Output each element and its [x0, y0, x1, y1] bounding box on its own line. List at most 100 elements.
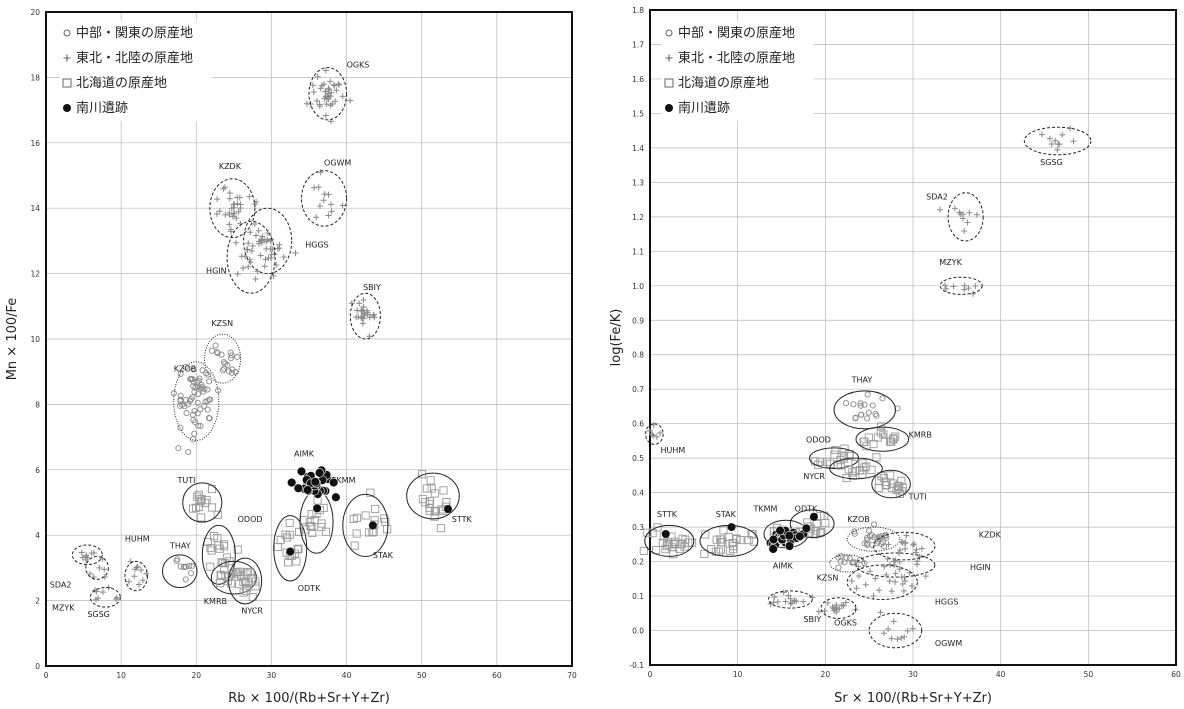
group-kzob: KZOB: [846, 515, 901, 552]
point-ogwm: [328, 201, 335, 208]
ellipse-sbiy: [349, 292, 381, 340]
point-sbiy: [774, 598, 781, 605]
point-hggs: [256, 240, 263, 247]
point-ogwm: [315, 184, 322, 191]
point-minamikawa: [444, 505, 453, 514]
point-ogks: [347, 97, 354, 104]
y-tick-label: 20: [30, 8, 40, 17]
x-tick-label: 60: [1171, 670, 1181, 679]
point-hggs: [908, 582, 915, 589]
point-mzyk: [96, 564, 103, 571]
legend-label: 東北・北陸の原産地: [76, 50, 193, 66]
y-tick-label: 1.0: [632, 282, 644, 291]
point-kzob: [194, 399, 201, 406]
point-hggs: [276, 241, 283, 248]
group-label-ogks: OGKS: [347, 61, 370, 70]
point-kzsn: [227, 349, 234, 356]
point-kzob: [206, 415, 213, 422]
point-hgin: [248, 248, 255, 255]
point-hgin: [238, 253, 245, 260]
ellipse-odtk: [273, 515, 308, 582]
ellipse-sbiy: [767, 590, 813, 609]
point-thay: [864, 391, 871, 398]
group-label-odtk: ODTK: [795, 505, 818, 514]
x-tick-label: 30: [267, 671, 277, 680]
point-nycr: [237, 572, 246, 581]
y-axis-label: Mn × 100/Fe: [5, 298, 20, 381]
group-label-huhm: HUHM: [125, 535, 150, 544]
point-sbiy: [361, 310, 368, 317]
point-nycr: [856, 466, 865, 475]
point-sbiy: [809, 594, 816, 601]
point-odtk: [281, 530, 290, 539]
point-stak: [744, 536, 753, 545]
point-hggs: [280, 253, 287, 260]
point-tuti: [874, 484, 883, 493]
point-odtk: [812, 526, 821, 535]
point-hgin: [252, 232, 259, 239]
point-sbiy: [780, 589, 787, 596]
point-thay: [857, 400, 864, 407]
group-ogwm: OGWM: [868, 609, 962, 649]
group-label-kzdk: KZDK: [979, 530, 1002, 539]
point-kmrb: [877, 422, 886, 431]
y-axis-label: log(Fe/K): [609, 309, 624, 367]
point-sbiy: [793, 598, 800, 605]
x-axis-label: Rb × 100/(Rb+Sr+Y+Zr): [228, 691, 390, 706]
y-tick-label: 8: [35, 400, 40, 409]
group-tuti: TUTI: [871, 469, 927, 502]
point-kzsn: [835, 564, 842, 571]
point-ogks: [310, 88, 317, 95]
point-sda2: [966, 209, 973, 216]
ellipse-mzyk: [939, 276, 983, 295]
point-kzdk: [898, 538, 905, 545]
point-kzob: [186, 397, 194, 405]
point-nycr: [848, 471, 857, 480]
point-hggs: [900, 587, 907, 594]
y-tick-label: 16: [30, 139, 40, 148]
ellipse-tuti: [871, 469, 911, 499]
point-hgin: [881, 563, 888, 570]
point-kzsn: [214, 350, 221, 357]
point-kzob: [191, 430, 198, 437]
ellipse-thay: [833, 390, 896, 430]
y-tick-label: 1.3: [632, 178, 644, 187]
y-tick-label: 1.1: [632, 247, 644, 256]
point-hggs: [883, 571, 890, 578]
point-thay: [858, 411, 865, 418]
group-sttk: STTK: [406, 470, 472, 533]
group-stak: STAK: [342, 488, 394, 560]
point-huhm: [138, 567, 145, 574]
point-kzob: [204, 386, 211, 393]
group-label-ogwm: OGWM: [324, 159, 351, 168]
y-tick-label: -0.1: [629, 661, 644, 670]
point-kzob: [876, 534, 884, 541]
point-hgin: [247, 259, 254, 266]
point-stak: [711, 547, 720, 556]
y-tick-label: 12: [30, 270, 40, 279]
point-tuti: [193, 492, 202, 501]
point-odod: [215, 544, 224, 553]
group-mzyk: MZYK: [52, 555, 109, 612]
point-huhm: [135, 581, 142, 588]
point-hggs: [898, 574, 905, 581]
point-tkmm: [307, 522, 316, 531]
point-kzdk: [213, 211, 220, 218]
point-aimk: [293, 483, 304, 493]
y-tick-label: 0.7: [632, 385, 644, 394]
point-ogks: [325, 94, 332, 101]
point-kzsn: [226, 368, 233, 375]
point-kzdk: [237, 220, 244, 227]
point-thay: [182, 576, 189, 583]
point-nycr: [872, 453, 881, 462]
point-kzob: [195, 422, 202, 429]
ellipse-odtk: [789, 509, 835, 538]
point-nycr: [858, 470, 867, 479]
point-sgsg: [1055, 141, 1062, 148]
point-sbiy: [767, 600, 774, 607]
point-aimk: [310, 477, 321, 487]
point-sda2: [957, 211, 964, 218]
group-label-tuti: TUTI: [908, 493, 927, 502]
point-ogks: [314, 98, 321, 105]
point-sttk: [669, 550, 678, 559]
